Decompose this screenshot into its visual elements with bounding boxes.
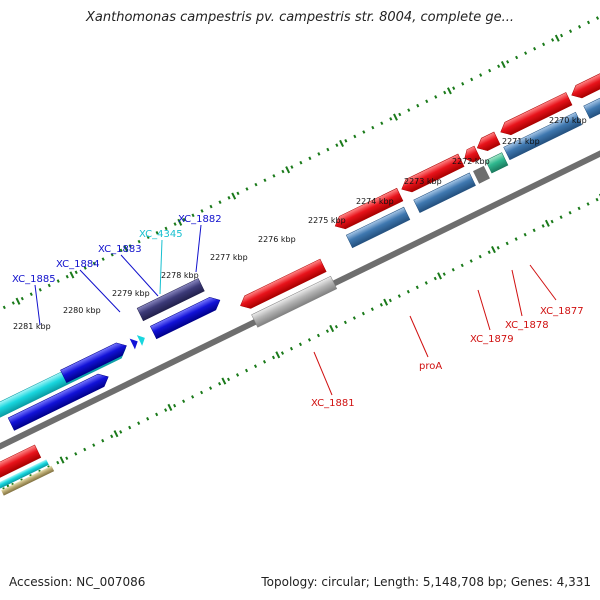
gene-xc-1877[interactable] [503, 111, 583, 161]
gene-label-xc-4345: XC_4345 [139, 229, 183, 240]
gene-red-right-3[interactable] [498, 92, 573, 138]
gene-xc-1878[interactable] [485, 152, 509, 174]
gene-label-xc-1884: XC_1884 [56, 259, 100, 270]
upper-gene-labels: XC_1885 XC_1884 XC_1883 XC_4345 XC_1882 [12, 214, 222, 326]
scale-label: 2272 kbp [452, 157, 490, 166]
gene-label-xc-1885: XC_1885 [12, 274, 56, 285]
gene-olive-bottom-left[interactable] [1, 465, 55, 496]
gene-xc-1883-body[interactable] [60, 339, 129, 384]
gene-xc-1885[interactable] [7, 371, 111, 431]
gene-xc-1879[interactable] [413, 172, 476, 213]
lower-gene-labels: XC_1881 proA XC_1879 XC_1878 XC_1877 [311, 264, 584, 409]
scale-label: 2274 kbp [356, 197, 394, 206]
gene-label-xc-1877: XC_1877 [540, 306, 584, 317]
scale-label: 2275 kbp [308, 216, 346, 225]
gene-red-small-2[interactable] [474, 131, 501, 154]
gene-xc-4345[interactable] [136, 332, 148, 346]
gene-label-xc-1878: XC_1878 [505, 320, 549, 331]
scale-label: 2270 kbp [549, 116, 587, 125]
scale-label: 2280 kbp [63, 306, 101, 315]
genome-title: Xanthomonas campestris pv. campestris st… [86, 10, 514, 25]
gene-label-pro-a: proA [419, 361, 442, 372]
scale-label: 2276 kbp [258, 235, 296, 244]
gene-steel-far-right[interactable] [583, 88, 600, 119]
gene-label-xc-1881: XC_1881 [311, 398, 355, 409]
gene-label-xc-1883: XC_1883 [98, 244, 142, 255]
scale-label: 2271 kbp [502, 137, 540, 146]
gene-red-right-1[interactable] [332, 187, 404, 232]
gene-red-small[interactable] [462, 145, 481, 165]
gene-pro-a[interactable] [345, 206, 411, 249]
gene-red-right-2[interactable] [399, 153, 465, 196]
scale-label: 2277 kbp [210, 253, 248, 262]
gene-red-far-right[interactable] [569, 68, 600, 102]
scale-label: 2273 kbp [404, 177, 442, 186]
gene-xc-1883-arrow[interactable] [129, 336, 141, 350]
upper-ruler [0, 0, 600, 375]
scale-label: 2279 kbp [112, 289, 150, 298]
gene-xc-1878-grey[interactable] [473, 165, 490, 184]
gene-label-xc-1879: XC_1879 [470, 334, 514, 345]
genome-summary-text: Topology: circular; Length: 5,148,708 bp… [261, 575, 591, 589]
lower-ruler [0, 141, 600, 531]
gene-xc-1881[interactable] [251, 275, 338, 328]
scale-labels: 2270 kbp 2271 kbp 2272 kbp 2273 kbp 2274… [13, 116, 587, 331]
upper-ruler-ticks [15, 34, 560, 305]
gene-red-bottom-left[interactable] [0, 444, 42, 480]
lower-ruler-ticks [5, 193, 600, 490]
gene-xc-1882[interactable] [150, 294, 223, 340]
gene-red-center[interactable] [237, 258, 327, 312]
scale-label: 2278 kbp [161, 271, 199, 280]
gene-cyan-bottom-left[interactable] [0, 459, 49, 489]
scale-label: 2281 kbp [13, 322, 51, 331]
gene-label-xc-1882: XC_1882 [178, 214, 222, 225]
accession-text: Accession: NC_007086 [9, 575, 146, 589]
gene-xc-1882-slate[interactable] [136, 278, 205, 322]
